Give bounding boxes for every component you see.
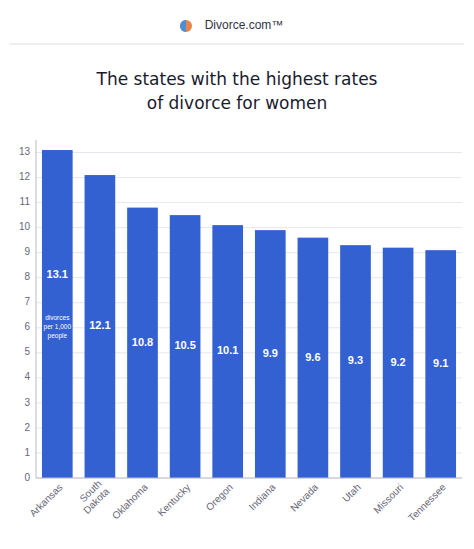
- x-tick-label: SouthDakota: [73, 477, 111, 515]
- x-tick-label: Oklahoma: [110, 481, 150, 521]
- chart: Divorce.com™ The states with the highest …: [0, 0, 474, 549]
- x-tick-label: Indiana: [247, 481, 278, 512]
- logo-icon: [180, 20, 192, 32]
- bar: [425, 250, 456, 478]
- y-tick-label: 2: [24, 422, 30, 433]
- bar: [255, 230, 286, 478]
- y-tick-label: 0: [24, 472, 30, 483]
- bar: [340, 245, 371, 478]
- data-label: 9.3: [348, 354, 363, 366]
- bar: [298, 238, 329, 478]
- y-tick-label: 10: [19, 221, 31, 232]
- bar: [170, 215, 201, 478]
- y-tick-label: 3: [24, 397, 30, 408]
- x-tick-label: Nevada: [288, 481, 320, 513]
- y-tick-label: 4: [24, 371, 30, 382]
- x-tick-label: Oregon: [204, 482, 235, 513]
- data-label: 9.2: [390, 356, 405, 368]
- bar-annotation: divorcesper 1,000people: [44, 314, 72, 340]
- bars: [42, 150, 456, 478]
- data-label: 9.6: [305, 351, 320, 363]
- logo-icon: [180, 20, 186, 32]
- data-label: 12.1: [89, 319, 110, 331]
- y-tick-label: 5: [24, 346, 30, 357]
- data-label: 13.1: [47, 268, 68, 280]
- bar: [85, 175, 116, 478]
- x-tick-label: Arkansas: [27, 482, 64, 519]
- x-tick-label: Utah: [340, 482, 363, 505]
- grid-line: [36, 152, 462, 153]
- logo-text: Divorce.com™: [205, 18, 284, 32]
- bar: [212, 225, 243, 478]
- data-label: 10.1: [217, 344, 238, 356]
- x-tick-label: Tennessee: [406, 481, 448, 523]
- data-label: 10.5: [174, 339, 195, 351]
- y-tick-label: 13: [19, 146, 31, 157]
- y-axis: [36, 140, 37, 478]
- y-tick-label: 7: [24, 296, 30, 307]
- data-label: 9.1: [433, 357, 448, 369]
- y-tick-label: 12: [19, 171, 31, 182]
- y-tick-label: 1: [24, 447, 30, 458]
- data-label: 9.9: [263, 347, 278, 359]
- bar: [42, 150, 73, 478]
- data-label: 10.8: [132, 336, 153, 348]
- y-tick-label: 6: [24, 321, 30, 332]
- y-tick-label: 9: [24, 246, 30, 257]
- x-tick-label: Missouri: [371, 482, 405, 516]
- title: The states with the highest ratesof divo…: [96, 69, 378, 113]
- background: [0, 0, 474, 549]
- bar: [383, 248, 414, 478]
- x-tick-label: Kentucky: [156, 482, 193, 519]
- y-tick-label: 8: [24, 271, 30, 282]
- x-axis: [36, 478, 462, 479]
- grid-line: [36, 478, 462, 479]
- bar: [127, 208, 158, 478]
- separator: [10, 44, 464, 45]
- y-tick-label: 11: [20, 196, 31, 207]
